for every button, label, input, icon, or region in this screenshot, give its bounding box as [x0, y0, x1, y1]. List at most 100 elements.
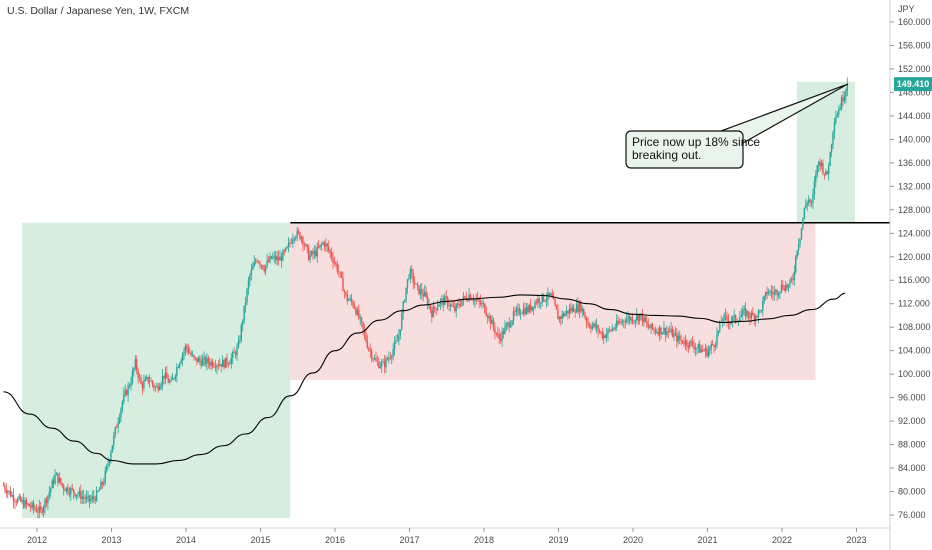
candle-body [676, 333, 678, 342]
candle-body [402, 301, 404, 314]
candle-body [64, 489, 66, 492]
candle-body [555, 305, 558, 310]
candle-body [795, 256, 797, 273]
candle-body [381, 362, 383, 367]
callout-box [625, 130, 744, 169]
candle-body [379, 366, 381, 368]
candle-body [65, 487, 68, 492]
candle-body [296, 230, 298, 238]
candle-body [74, 493, 76, 497]
candle-body [299, 232, 301, 240]
candle-body [300, 237, 303, 240]
candle-body [373, 358, 376, 360]
candle-body [552, 297, 555, 300]
candle-body [638, 314, 641, 321]
candle-body [323, 242, 326, 247]
candle-body [31, 503, 33, 508]
candle-body [779, 291, 781, 294]
y-tick-label: 136.000 [898, 158, 931, 168]
candle-body [585, 317, 588, 323]
candle-body [196, 357, 198, 363]
candle-body [187, 347, 189, 353]
candle-body [726, 315, 728, 320]
candle-body [356, 309, 359, 315]
candle-body [163, 375, 165, 379]
candle-body [67, 487, 69, 493]
candle-body [146, 377, 148, 379]
candle-body [704, 348, 707, 352]
candle-body [297, 230, 300, 233]
x-tick-label: 2015 [250, 535, 270, 545]
candle-body [825, 171, 827, 175]
candle-body [654, 329, 657, 333]
x-tick-label: 2014 [176, 535, 196, 545]
candle-body [325, 243, 327, 247]
candle-body [815, 175, 817, 182]
candle-body [416, 283, 419, 286]
y-tick-label: 148.000 [898, 87, 931, 97]
candle-body [365, 333, 367, 342]
candle-body [674, 333, 677, 335]
candle-body [684, 340, 687, 345]
candle-body [199, 358, 201, 361]
candle-body [34, 508, 36, 510]
candle-body [138, 377, 141, 378]
candle-body [269, 256, 271, 262]
candle-body [171, 378, 174, 380]
candle-body [197, 358, 200, 363]
candle-body [750, 313, 753, 319]
candle-body [253, 261, 255, 267]
candle-body [111, 445, 114, 453]
candle-body [554, 299, 556, 306]
candle-body [77, 494, 79, 496]
candle-body [813, 181, 816, 195]
candle-body [530, 305, 532, 311]
y-tick-label: 160.000 [898, 17, 931, 27]
x-tick-label: 2012 [27, 535, 47, 545]
candle-body [617, 320, 619, 324]
candle-body [673, 333, 675, 337]
y-tick-label: 88.000 [898, 440, 926, 450]
candle-body [434, 306, 436, 309]
x-tick-label: 2017 [399, 535, 419, 545]
candle-body [123, 394, 125, 402]
candle-body [150, 380, 152, 382]
candle-body [327, 246, 330, 251]
candle-body [191, 355, 194, 357]
candle-body [186, 345, 188, 348]
candle-body [580, 302, 582, 312]
candle-body [319, 244, 321, 248]
candle-body [753, 315, 755, 321]
candle-body [445, 296, 447, 298]
moving-average-layer [3, 292, 846, 465]
candle-body [389, 357, 392, 359]
candle-body [647, 323, 649, 328]
candle-body [136, 359, 138, 371]
candle-body [200, 360, 202, 366]
candle-body [836, 114, 839, 118]
candle-body [128, 385, 131, 387]
candle-body [721, 320, 724, 323]
candle-body [287, 242, 290, 247]
candle-body [375, 358, 377, 362]
candle-body [366, 341, 369, 348]
candle-body [636, 314, 638, 321]
candle-body [459, 305, 462, 307]
candle-body [495, 332, 498, 334]
candle-body [350, 298, 353, 302]
candle-body [110, 452, 112, 461]
candle-body [630, 317, 632, 321]
candle-body [385, 358, 387, 368]
candle-body [178, 363, 181, 368]
candle-body [206, 358, 208, 365]
candle-body [292, 239, 294, 244]
candle-body [822, 163, 824, 174]
candle-body [571, 307, 573, 312]
candle-body [621, 320, 624, 323]
candle-body [285, 247, 287, 251]
candle-body [786, 285, 788, 288]
candle-body [455, 304, 457, 312]
candle-body [97, 490, 99, 492]
candle-body [409, 268, 412, 279]
